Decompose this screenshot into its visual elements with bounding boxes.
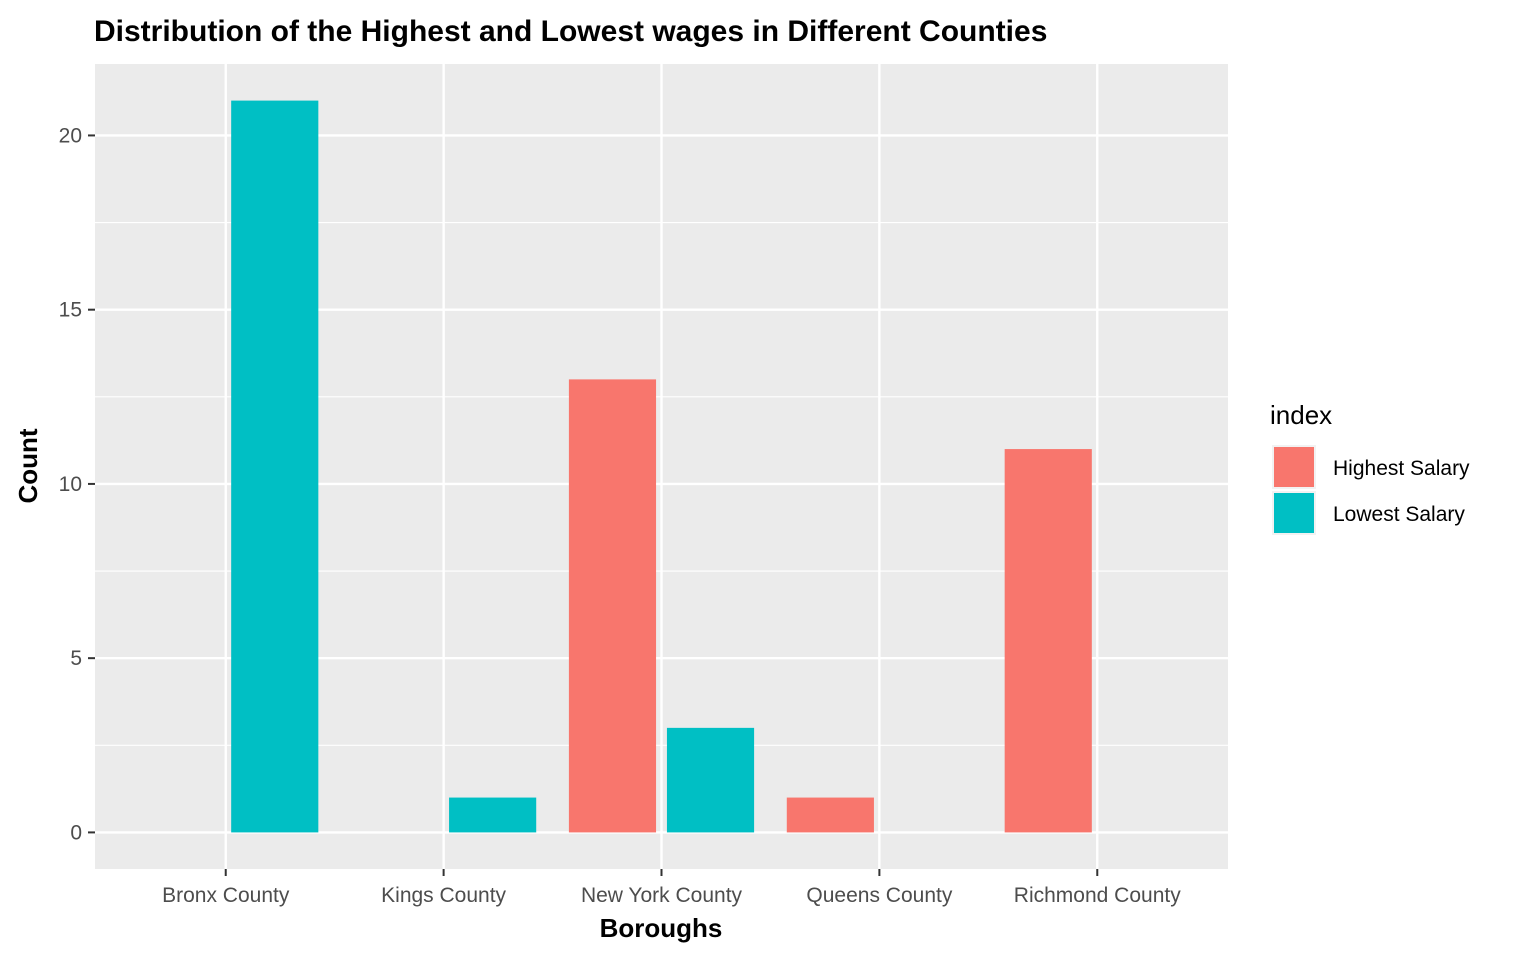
bar-queens-county-highest-salary bbox=[786, 797, 874, 833]
bar-kings-county-lowest-salary bbox=[449, 797, 537, 833]
bar-richmond-county-highest-salary bbox=[1004, 449, 1092, 833]
bar-bronx-county-lowest-salary bbox=[231, 100, 319, 833]
legend-label-lowest-salary: Lowest Salary bbox=[1333, 503, 1465, 526]
y-tick-label: 15 bbox=[59, 299, 82, 322]
x-axis-title: Boroughs bbox=[600, 913, 723, 943]
bar-new-york-county-highest-salary bbox=[568, 379, 657, 833]
x-axis: Bronx County Kings County New York County Q… bbox=[162, 869, 1181, 907]
y-tick-label: 5 bbox=[70, 647, 82, 670]
y-axis: 0 5 10 15 20 bbox=[59, 124, 95, 844]
legend-title: index bbox=[1270, 400, 1332, 430]
x-tick-label: Bronx County bbox=[162, 884, 290, 907]
bar-new-york-county-lowest-salary bbox=[666, 727, 755, 833]
legend-items: Highest Salary Lowest Salary bbox=[1272, 445, 1470, 535]
x-tick-label: Kings County bbox=[381, 884, 506, 907]
legend: index Highest Salary Lowest Salary bbox=[1270, 400, 1470, 535]
x-tick-label: Richmond County bbox=[1014, 884, 1181, 907]
y-tick-label: 0 bbox=[70, 821, 82, 844]
legend-swatch-lowest-salary bbox=[1274, 493, 1314, 533]
bars bbox=[231, 100, 1092, 833]
x-tick-label: New York County bbox=[581, 884, 743, 907]
x-tick-label: Queens County bbox=[806, 884, 952, 907]
y-tick-label: 20 bbox=[59, 124, 82, 147]
y-tick-label: 10 bbox=[59, 473, 82, 496]
y-axis-title: Count bbox=[13, 428, 43, 503]
legend-swatch-highest-salary bbox=[1274, 447, 1314, 487]
chart-title: Distribution of the Highest and Lowest w… bbox=[94, 15, 1047, 48]
legend-label-highest-salary: Highest Salary bbox=[1333, 457, 1470, 480]
